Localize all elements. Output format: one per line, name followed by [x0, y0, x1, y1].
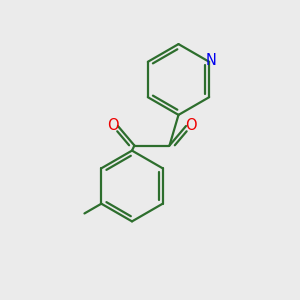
Text: O: O — [186, 118, 197, 133]
Text: O: O — [107, 118, 118, 133]
Text: N: N — [206, 52, 217, 68]
